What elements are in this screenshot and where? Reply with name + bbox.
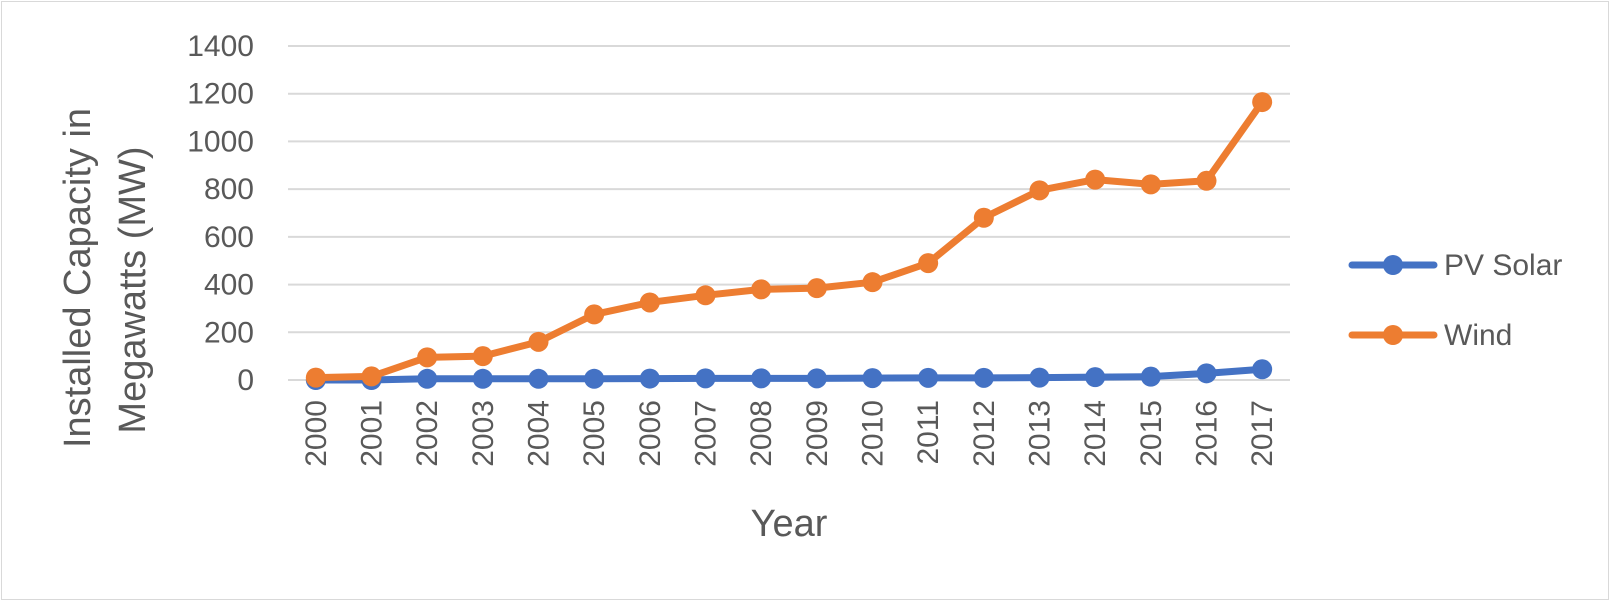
y-axis-ticks: 0 200 400 600 800 1000 1200 1400: [187, 30, 254, 397]
x-tick-label: 2012: [968, 400, 1001, 467]
x-tick-label: 2008: [745, 400, 778, 467]
series-wind: [305, 92, 1273, 388]
x-tick-label: 2005: [578, 400, 611, 467]
data-point: [528, 331, 549, 352]
x-tick-label: 2004: [523, 400, 556, 467]
legend-item: PV Solar: [1348, 249, 1562, 282]
data-point: [973, 367, 994, 388]
gridlines: [288, 45, 1290, 381]
data-point: [751, 279, 772, 300]
y-tick-label: 600: [204, 221, 254, 254]
data-point: [639, 292, 660, 313]
data-point: [1252, 92, 1273, 113]
data-point: [584, 368, 605, 389]
legend-swatch-marker: [1383, 325, 1403, 345]
x-tick-label: 2006: [634, 400, 667, 467]
y-tick-label: 1000: [187, 125, 254, 158]
data-point: [1029, 367, 1050, 388]
x-tick-label: 2001: [356, 400, 389, 467]
data-point: [1140, 174, 1161, 195]
data-point: [305, 367, 326, 388]
x-tick-label: 2003: [467, 400, 500, 467]
x-tick-label: 2010: [857, 400, 890, 467]
x-tick-label: 2014: [1079, 400, 1112, 467]
data-point: [584, 304, 605, 325]
data-point: [1085, 367, 1106, 388]
x-tick-label: 2002: [411, 400, 444, 467]
x-tick-label: 2007: [690, 400, 723, 467]
data-point: [528, 368, 549, 389]
y-tick-label: 1400: [187, 30, 254, 63]
legend-swatch-marker: [1383, 255, 1403, 275]
data-point: [639, 368, 660, 389]
y-tick-label: 800: [204, 173, 254, 206]
legend-label: Wind: [1444, 319, 1512, 352]
series-pv-solar: [305, 359, 1273, 390]
data-point: [918, 253, 939, 274]
data-point: [806, 278, 827, 299]
x-axis-title: Year: [751, 503, 828, 545]
data-point: [361, 366, 382, 387]
data-point: [417, 347, 438, 368]
x-axis-ticks: 2000 2001 2002 2003 2004 2005 2006 2007 2008 2009…: [300, 400, 1279, 467]
series-line: [312, 98, 1266, 382]
x-tick-label: 2016: [1191, 400, 1224, 467]
y-tick-label: 1200: [187, 78, 254, 111]
x-tick-label: 2000: [300, 400, 333, 467]
data-point: [862, 272, 883, 293]
data-point: [973, 207, 994, 228]
y-axis-title-line-2: Megawatts (MW): [112, 146, 154, 433]
data-point: [1252, 359, 1273, 380]
data-point: [472, 368, 493, 389]
data-point: [1085, 169, 1106, 190]
data-point: [1196, 363, 1217, 384]
x-tick-label: 2009: [801, 400, 834, 467]
data-point: [862, 368, 883, 389]
legend-item: Wind: [1348, 319, 1512, 352]
y-tick-label: 200: [204, 316, 254, 349]
y-tick-label: 0: [237, 364, 254, 397]
data-point: [417, 368, 438, 389]
data-point: [751, 368, 772, 389]
data-point: [918, 367, 939, 388]
x-tick-label: 2011: [912, 400, 945, 465]
data-point: [695, 368, 716, 389]
y-axis-title: Installed Capacity in Megawatts (MW): [57, 108, 154, 448]
x-tick-label: 2013: [1024, 400, 1057, 467]
data-point: [1140, 366, 1161, 387]
data-point: [806, 368, 827, 389]
data-point: [695, 285, 716, 306]
data-point: [1029, 180, 1050, 201]
x-tick-label: 2017: [1246, 400, 1279, 467]
legend-label: PV Solar: [1444, 249, 1562, 282]
series-line: [312, 365, 1266, 384]
legend: PV Solar Wind: [1348, 249, 1562, 352]
x-tick-label: 2015: [1135, 400, 1168, 467]
y-tick-label: 400: [204, 269, 254, 302]
series-lines: [305, 92, 1273, 390]
data-point: [472, 346, 493, 367]
data-point: [1196, 170, 1217, 191]
y-axis-title-line-1: Installed Capacity in: [57, 108, 99, 448]
